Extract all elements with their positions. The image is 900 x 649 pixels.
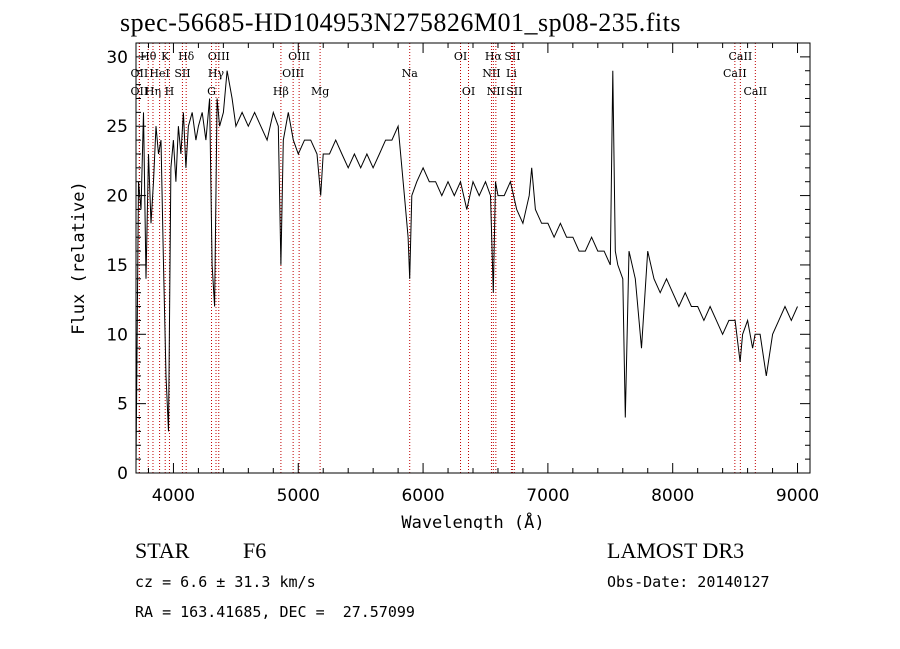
marker-label: OI	[462, 85, 475, 98]
y-tick-label: 25	[106, 117, 128, 137]
x-tick-label: 8000	[651, 486, 694, 506]
marker-label: OI	[454, 50, 467, 63]
marker-label: H	[165, 85, 175, 98]
marker-label: Hη	[145, 85, 161, 98]
coordinates: RA = 163.41685, DEC = 27.57099	[135, 603, 415, 621]
marker-label: OIII	[288, 50, 310, 63]
marker-label: SII	[504, 50, 520, 63]
x-tick-label: 7000	[526, 486, 569, 506]
spectrum-chart: HθOIIOIIHηHeIKHSIIHδGHγOIIIHβOIIIOIIIMgN…	[69, 42, 819, 530]
chart-title: spec-56685-HD104953N275826M01_sp08-235.f…	[120, 8, 681, 37]
marker-label: Mg	[311, 85, 329, 98]
marker-label: CaII	[729, 50, 753, 63]
marker-label: HeI	[149, 67, 169, 80]
x-axis: 4000 5000 6000 7000 8000 9000	[147, 43, 819, 506]
line-markers: HθOIIOIIHηHeIKHSIIHδGHγOIIIHβOIIIOIIIMgN…	[131, 43, 767, 473]
marker-label: NII	[482, 67, 500, 80]
redshift-text: cz = 6.6 ± 31.3 km/s	[135, 573, 316, 591]
spectrum-line	[135, 70, 798, 467]
y-axis-label: Flux (relative)	[69, 181, 89, 335]
survey-name: LAMOST DR3	[607, 538, 745, 563]
y-tick-label: 20	[106, 187, 128, 207]
marker-label: Hγ	[208, 67, 225, 80]
marker-label: Hα	[485, 50, 503, 63]
marker-label: OIII	[282, 67, 304, 80]
obs-date: Obs-Date: 20140127	[607, 573, 770, 591]
marker-label: Hδ	[178, 50, 195, 63]
marker-label: G	[207, 85, 216, 98]
object-class: STAR	[135, 538, 190, 563]
marker-label: SII	[506, 85, 522, 98]
marker-label: K	[161, 50, 170, 63]
x-tick-label: 6000	[401, 486, 444, 506]
marker-label: Li	[506, 67, 517, 80]
marker-label: OII	[131, 85, 149, 98]
marker-label: Hθ	[140, 50, 157, 63]
x-axis-label: Wavelength (Å)	[401, 511, 544, 530]
y-axis: 0 5 10 15 20 25 30	[106, 48, 810, 484]
x-tick-label: 9000	[776, 486, 819, 506]
y-tick-label: 0	[117, 464, 128, 484]
marker-label: Na	[402, 67, 419, 80]
x-tick-label: 5000	[277, 486, 320, 506]
object-subclass: F6	[243, 538, 267, 563]
y-tick-label: 10	[106, 325, 128, 345]
marker-label: SII	[174, 67, 190, 80]
y-tick-label: 30	[106, 48, 128, 68]
marker-label: NII	[487, 85, 505, 98]
marker-label: CaII	[723, 67, 747, 80]
plot-frame	[135, 42, 811, 474]
x-tick-label: 4000	[152, 486, 195, 506]
y-tick-label: 15	[106, 256, 128, 276]
marker-label: OIII	[208, 50, 230, 63]
y-tick-label: 5	[117, 395, 128, 415]
marker-label: Hβ	[273, 85, 289, 98]
marker-label: CaII	[743, 85, 767, 98]
